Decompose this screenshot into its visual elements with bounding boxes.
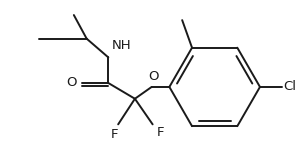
- Text: F: F: [157, 126, 164, 139]
- Text: O: O: [67, 77, 77, 89]
- Text: Cl: Cl: [284, 80, 297, 93]
- Text: F: F: [111, 128, 118, 141]
- Text: NH: NH: [111, 39, 131, 52]
- Text: O: O: [148, 70, 159, 83]
